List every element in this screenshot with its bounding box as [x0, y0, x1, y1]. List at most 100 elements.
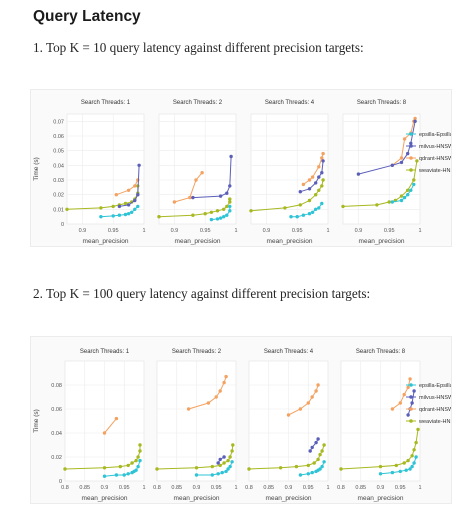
data-point-epsilla-epsilla	[218, 216, 223, 220]
data-point-milvus-hnsw	[307, 187, 312, 191]
panel-background	[250, 113, 329, 225]
data-point-weaviate-hnsw	[406, 188, 410, 192]
data-point-qdrant-hnsw	[399, 156, 404, 160]
data-point-weaviate-hnsw	[136, 455, 140, 459]
legend-label-milvus-hnsw: milvus-HNSW	[419, 395, 451, 401]
x-tick-label: 0.95	[211, 485, 222, 491]
data-point-weaviate-hnsw	[410, 454, 414, 458]
data-point-weaviate-hnsw	[123, 201, 128, 206]
data-point-weaviate-hnsw	[222, 461, 226, 465]
data-point-qdrant-hnsw	[321, 151, 325, 156]
x-tick-label: 0.9	[355, 228, 363, 234]
y-tick-label: 0	[59, 479, 62, 485]
x-tick-label: 0.9	[377, 485, 385, 491]
legend-label-weaviate-hnsw: weaviate-HNSW	[418, 419, 451, 425]
data-point-weaviate-hnsw	[126, 463, 130, 468]
data-point-milvus-hnsw	[310, 445, 314, 450]
data-point-weaviate-hnsw	[294, 464, 299, 469]
data-point-weaviate-hnsw	[191, 213, 195, 217]
y-tick-label: 0.06	[51, 407, 62, 413]
data-point-qdrant-hnsw	[316, 383, 320, 387]
data-point-milvus-hnsw	[229, 154, 233, 159]
data-point-epsilla-epsilla	[123, 212, 128, 217]
data-point-epsilla-epsilla	[136, 464, 140, 469]
x-tick-label: 0.85	[263, 485, 274, 491]
x-tick-label: 0.85	[355, 485, 366, 491]
data-point-qdrant-hnsw	[114, 193, 119, 197]
data-point-epsilla-epsilla	[210, 473, 214, 477]
series-line-qdrant-hnsw	[104, 418, 117, 434]
data-point-qdrant-hnsw	[114, 416, 119, 421]
data-point-qdrant-hnsw	[317, 165, 321, 169]
data-point-epsilla-epsilla	[122, 473, 126, 477]
data-point-milvus-hnsw	[356, 172, 361, 176]
data-point-epsilla-epsilla	[378, 472, 383, 476]
data-point-milvus-hnsw	[410, 401, 414, 405]
data-point-qdrant-hnsw	[298, 407, 303, 411]
data-point-epsilla-epsilla	[138, 458, 142, 463]
data-point-weaviate-hnsw	[155, 467, 159, 471]
data-point-qdrant-hnsw	[402, 392, 406, 397]
y-tick-label: 0.04	[51, 431, 62, 437]
y-tick-label: 0.02	[51, 455, 62, 461]
data-point-epsilla-epsilla	[390, 470, 395, 475]
x-tick-label: 0.95	[303, 485, 314, 491]
data-point-epsilla-epsilla	[111, 214, 115, 218]
data-point-qdrant-hnsw	[133, 184, 137, 188]
data-point-epsilla-epsilla	[136, 204, 140, 209]
panel-title: Search Threads: 2	[172, 349, 222, 355]
data-point-qdrant-hnsw	[390, 407, 395, 411]
data-point-weaviate-hnsw	[318, 452, 322, 457]
x-tick-label: 0.85	[171, 485, 182, 491]
data-point-epsilla-epsilla	[117, 213, 122, 217]
data-point-epsilla-epsilla	[209, 217, 214, 222]
x-tick-label: 1	[142, 485, 145, 491]
data-point-qdrant-hnsw	[214, 395, 218, 399]
x-tick-label: 1	[234, 228, 237, 234]
data-point-milvus-hnsw	[406, 151, 410, 156]
x-tick-label: 0.9	[79, 228, 87, 234]
data-point-qdrant-hnsw	[222, 380, 226, 385]
y-tick-label: 0.06	[53, 134, 64, 140]
data-point-weaviate-hnsw	[307, 198, 312, 203]
legend-label-qdrant-hnsw: qdrant-HNSW	[419, 407, 451, 413]
data-point-weaviate-hnsw	[218, 463, 222, 468]
legend-label-epsilla-epsilla: epsilla-Epsilla	[419, 132, 451, 138]
data-point-weaviate-hnsw	[194, 466, 199, 470]
y-tick-label: 0.04	[53, 163, 64, 169]
x-tick-label: 0.8	[153, 485, 161, 491]
data-point-milvus-hnsw	[218, 194, 223, 198]
panel-title: Search Threads: 8	[356, 349, 406, 355]
data-point-epsilla-epsilla	[215, 217, 220, 221]
data-point-qdrant-hnsw	[172, 200, 177, 204]
x-axis-label: mean_precision	[82, 495, 128, 502]
data-point-epsilla-epsilla	[228, 464, 232, 469]
x-tick-label: 0.95	[108, 228, 119, 234]
data-point-milvus-hnsw	[225, 191, 229, 195]
data-point-weaviate-hnsw	[320, 184, 324, 188]
x-tick-label: 0.9	[171, 228, 179, 234]
data-point-epsilla-epsilla	[314, 207, 318, 211]
y-axis-label: Time (s)	[33, 157, 40, 181]
data-point-weaviate-hnsw	[228, 197, 232, 201]
data-point-qdrant-hnsw	[408, 377, 412, 381]
data-point-milvus-hnsw	[399, 160, 404, 165]
x-axis-label: mean_precision	[266, 495, 312, 502]
data-point-weaviate-hnsw	[375, 203, 379, 207]
x-tick-label: 0.95	[292, 228, 303, 234]
data-point-milvus-hnsw	[117, 204, 122, 209]
data-point-epsilla-epsilla	[289, 215, 293, 219]
data-point-weaviate-hnsw	[278, 466, 283, 470]
data-point-weaviate-hnsw	[341, 204, 345, 209]
data-point-epsilla-epsilla	[320, 201, 324, 206]
data-point-epsilla-epsilla	[410, 464, 414, 469]
data-point-milvus-hnsw	[222, 455, 226, 459]
data-point-epsilla-epsilla	[310, 210, 315, 214]
data-point-epsilla-epsilla	[310, 470, 314, 475]
data-point-epsilla-epsilla	[406, 193, 410, 197]
data-point-weaviate-hnsw	[316, 457, 320, 462]
y-tick-label: 0.03	[53, 178, 64, 184]
panel-title: Search Threads: 1	[80, 349, 130, 355]
data-point-milvus-hnsw	[314, 181, 318, 185]
data-point-epsilla-epsilla	[224, 469, 228, 474]
